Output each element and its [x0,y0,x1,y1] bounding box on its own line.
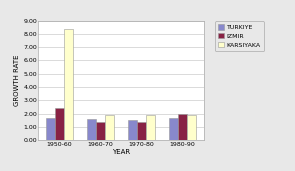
Bar [128,120,137,140]
Legend: TURKIYE, IZMIR, KARSIYAKA: TURKIYE, IZMIR, KARSIYAKA [215,21,264,51]
Bar [105,115,114,140]
Y-axis label: GROWTH RATE: GROWTH RATE [14,55,20,106]
Bar [169,118,178,140]
Bar [46,118,55,140]
Bar [187,115,196,140]
Bar [55,108,64,140]
Bar [96,122,105,140]
Bar [178,114,187,140]
Bar [146,115,155,140]
X-axis label: YEAR: YEAR [112,149,130,155]
Bar [64,29,73,140]
Bar [137,122,146,140]
Bar [87,119,96,140]
